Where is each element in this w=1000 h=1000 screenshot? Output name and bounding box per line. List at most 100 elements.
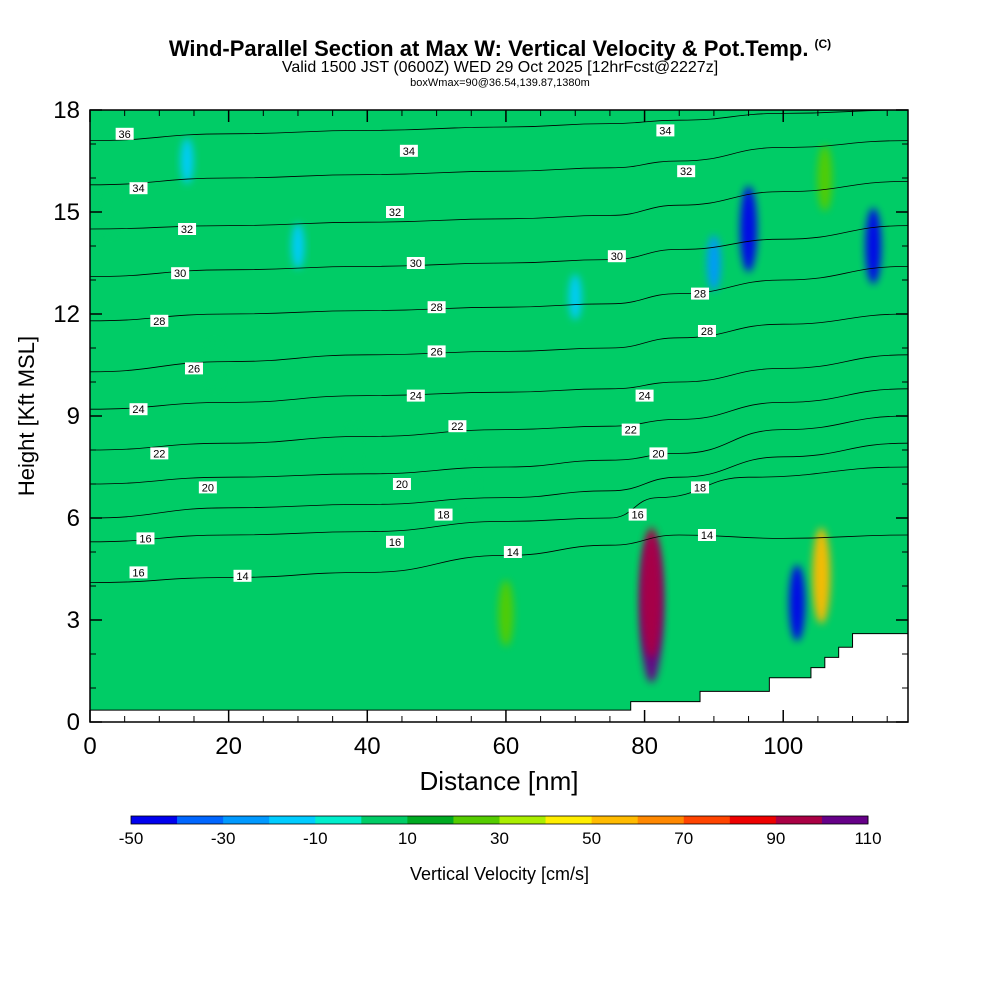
isentrope-label: 34 — [659, 125, 671, 137]
isentrope-label-box — [129, 182, 148, 195]
velocity-cell — [180, 138, 194, 184]
isentrope-label-box — [150, 447, 169, 460]
isentrope-label-box — [434, 508, 453, 521]
isentrope-24 — [90, 354, 908, 410]
colorbar-swatch — [315, 816, 362, 824]
isentrope-label-box — [628, 508, 647, 521]
velocity-cell — [740, 186, 758, 272]
colorbar-tick-label: 10 — [398, 829, 417, 848]
colorbar-swatch — [131, 816, 178, 824]
isentrope-label: 24 — [638, 391, 650, 403]
isentrope-label-box — [233, 569, 252, 582]
isentrope-label: 28 — [701, 326, 713, 338]
isentrope-label-box — [691, 287, 710, 300]
isentrope-label: 14 — [701, 530, 713, 542]
isentrope-label: 22 — [451, 421, 463, 433]
velocity-cell — [208, 342, 222, 388]
velocity-cell — [104, 189, 118, 235]
isentrope-label: 30 — [174, 268, 186, 280]
colorbar-tick-label: 70 — [674, 829, 693, 848]
isentrope-label: 34 — [403, 146, 415, 158]
plot-area — [90, 110, 908, 722]
colorbar: -50 -30 -10 10 30 50 70 90 110 Vertical Velocity … — [119, 815, 882, 884]
velocity-cell — [865, 208, 882, 284]
isentrope-label: 28 — [153, 316, 165, 328]
isentrope-18 — [90, 442, 908, 519]
isentrope-label-box — [697, 529, 716, 541]
copyright-mark: (C) — [814, 36, 832, 51]
velocity-cell — [291, 223, 305, 269]
isentrope-30 — [90, 225, 908, 277]
velocity-cell — [464, 461, 478, 507]
x-tick-label: 20 — [215, 733, 242, 760]
chart-subtitle-2: boxWmax=90@36.54,139.87,1380m — [410, 77, 590, 89]
colorbar-swatch — [223, 816, 270, 824]
isentrope-label: 26 — [430, 346, 442, 358]
x-tick-label: 40 — [354, 733, 381, 760]
x-tick-label: 60 — [493, 733, 520, 760]
chart-subtitle: Valid 1500 JST (0600Z) WED 29 Oct 2025 [… — [281, 59, 719, 76]
colorbar-swatch — [591, 816, 639, 824]
y-axis-label: Height [Kft MSL] — [14, 336, 39, 496]
isentrope-label: 24 — [410, 391, 422, 403]
isentrope-label-box — [677, 165, 696, 178]
isentrope-label-box — [399, 144, 418, 157]
colorbar-tick-label: -50 — [119, 829, 144, 848]
isentrope-label-box — [129, 566, 148, 579]
isentrope-label: 34 — [132, 183, 144, 195]
terrain-surface — [90, 633, 908, 722]
velocity-cell — [706, 235, 721, 291]
velocity-cell — [812, 527, 831, 624]
colorbar-tick-label: -30 — [211, 829, 236, 848]
x-tick-label: 0 — [83, 733, 96, 760]
isentrope-label-box — [198, 481, 217, 494]
x-tick-label: 100 — [763, 733, 803, 760]
velocity-cell — [346, 427, 360, 473]
isentrope-label: 14 — [507, 547, 519, 559]
isentrope-label: 20 — [652, 448, 664, 460]
isentrope-label-box — [386, 206, 405, 218]
colorbar-swatch — [499, 816, 547, 824]
isentrope-label: 28 — [694, 289, 706, 301]
colorbar-tick-label: 50 — [582, 829, 601, 848]
chart-title-text: Wind-Parallel Section at Max W: Vertical… — [168, 36, 809, 61]
isentrope-label-box — [649, 447, 668, 460]
velocity-cell — [817, 145, 833, 211]
isentrope-16 — [90, 466, 908, 543]
isentrope-32 — [90, 181, 908, 230]
isentrope-label-box — [136, 532, 155, 545]
colorbar-swatch — [545, 816, 593, 824]
isentrope-22 — [90, 388, 908, 451]
isentrope-label-box — [150, 314, 169, 327]
isentrope-labels: 14 14 14 16 16 16 16 18 18 20 20 20 22 22 22 24 24 24 26 26… — [115, 124, 716, 583]
terrain — [90, 633, 908, 722]
isentrope-label-box — [635, 389, 654, 402]
colorbar-swatch — [269, 816, 316, 824]
colorbar-label: Vertical Velocity [cm/s] — [410, 864, 589, 884]
colorbar-tick-label: 90 — [766, 829, 785, 848]
colorbar-tick-label: 110 — [854, 829, 881, 848]
isentrope-label-box — [184, 362, 203, 375]
isentrope-label-box — [406, 389, 425, 402]
colorbar-swatch — [775, 816, 823, 824]
colorbar-frame — [130, 815, 869, 825]
isentrope-label-box — [448, 420, 467, 433]
isentrope-label: 28 — [430, 302, 442, 314]
isentrope-label: 30 — [611, 251, 623, 263]
x-tick-label: 80 — [631, 733, 658, 760]
isentrope-label: 32 — [389, 207, 401, 219]
isentrope-label: 18 — [694, 482, 706, 494]
colorbar-swatch — [453, 816, 500, 824]
isentrope-label-box — [656, 124, 675, 137]
chart-title: Wind-Parallel Section at Max W: Vertical… — [0, 36, 1000, 62]
isentrope-label: 24 — [132, 404, 144, 416]
colorbar-tick-label: -10 — [303, 829, 328, 848]
isentrope-label: 14 — [236, 571, 248, 583]
isentrope-label: 16 — [389, 537, 401, 549]
colorbar-swatch — [361, 816, 408, 824]
colorbar-swatch — [177, 816, 224, 824]
y-tick-label: 9 — [67, 403, 80, 430]
isentrope-label: 22 — [625, 425, 637, 437]
colorbar-swatch — [683, 816, 731, 824]
